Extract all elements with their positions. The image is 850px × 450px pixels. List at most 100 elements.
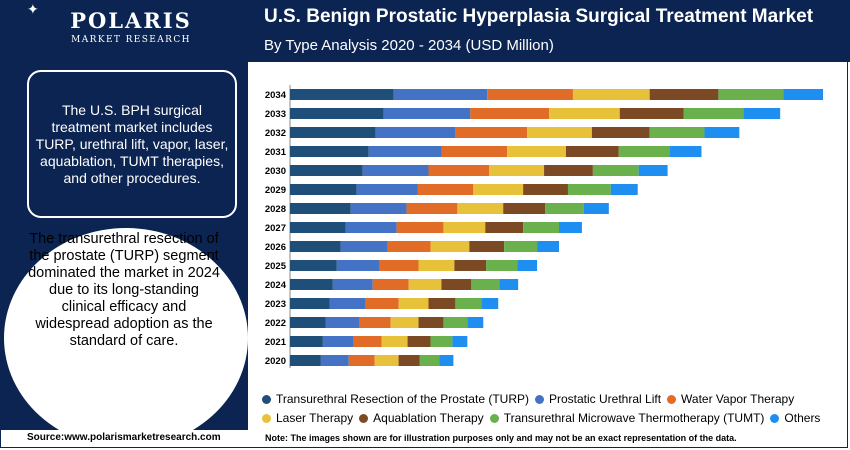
bar-segment [455, 127, 528, 138]
bar-segment [419, 355, 440, 366]
legend-swatch [262, 395, 271, 404]
bar-segment [375, 127, 456, 138]
bar-segment [457, 203, 504, 214]
y-tick-label: 2020 [265, 356, 286, 367]
summary-text: The U.S. BPH surgical treatment market i… [35, 101, 229, 186]
bar-segment [336, 260, 380, 271]
legend-swatch [667, 395, 677, 404]
y-tick-label: 2022 [265, 318, 286, 329]
bar-segment [290, 317, 326, 328]
bar-segment [441, 279, 472, 290]
bar-segment [649, 89, 719, 100]
y-tick-label: 2033 [265, 109, 286, 120]
bar-segment [583, 203, 609, 214]
chart-title: U.S. Benign Prostatic Hyperplasia Surgic… [264, 6, 814, 27]
bar-segment [365, 298, 399, 309]
legend-item: Transurethral Microwave Thermotherapy (T… [489, 409, 764, 428]
bar-segment [406, 203, 458, 214]
bar-segment [398, 355, 420, 366]
legend-swatch [262, 414, 271, 423]
legend-item: Water Vapor Therapy [667, 390, 794, 409]
bar-segment [407, 336, 431, 347]
bar-segment [485, 222, 524, 233]
bar-segment [398, 298, 429, 309]
y-tick-label: 2031 [265, 147, 287, 158]
bar-segment [619, 108, 684, 119]
legend-item: Aquablation Therapy [359, 409, 484, 428]
bar-segment [683, 108, 744, 119]
bar-segment [567, 184, 611, 195]
bar-segment [441, 146, 508, 157]
bar-segment [454, 260, 487, 271]
bar-segment [350, 203, 407, 214]
bar-segment [332, 279, 373, 290]
polaris-logo: POLARIS MARKET RESEARCH [66, 8, 196, 45]
bar-segment [487, 89, 573, 100]
bar-segment [618, 146, 670, 157]
bar-segment [359, 317, 391, 328]
bar-segment [610, 184, 638, 195]
y-tick-label: 2025 [265, 261, 287, 272]
bar-segment [565, 146, 619, 157]
y-tick-label: 2023 [265, 299, 286, 310]
bar-segment [523, 184, 568, 195]
highlight-text: The transurethral resection of the prost… [28, 231, 220, 349]
bar-segment [443, 317, 468, 328]
bar-segment [523, 222, 559, 233]
bar-segment [549, 108, 620, 119]
bar-segment [396, 222, 444, 233]
bar-segment [362, 165, 429, 176]
legend-swatch [489, 414, 499, 423]
bar-segment [439, 355, 454, 366]
bar-segment [783, 89, 824, 100]
y-tick-label: 2027 [265, 223, 286, 234]
y-tick-label: 2030 [265, 166, 286, 177]
bar-segment [290, 184, 357, 195]
bar-segment [290, 165, 363, 176]
y-tick-label: 2028 [265, 204, 286, 215]
bar-segment [353, 336, 382, 347]
bar-segment [638, 165, 668, 176]
y-tick-label: 2029 [265, 185, 286, 196]
bar-segment [481, 298, 499, 309]
bar-segment [527, 127, 592, 138]
bar-segment [591, 127, 650, 138]
bar-segment [374, 355, 399, 366]
bar-segment [290, 222, 346, 233]
legend-item: Prostatic Urethral Lift [534, 390, 662, 409]
bar-segment [743, 108, 781, 119]
legend-label: Prostatic Urethral Lift [548, 392, 662, 406]
legend-swatch [534, 395, 544, 404]
y-tick-label: 2034 [265, 90, 287, 101]
bar-segment [544, 165, 593, 176]
bar-segment [455, 298, 482, 309]
bar-segment [408, 279, 442, 290]
bar-segment [290, 89, 394, 100]
y-tick-label: 2021 [265, 337, 287, 348]
bar-segment [473, 184, 524, 195]
bar-segment [517, 260, 538, 271]
bar-segment [430, 336, 453, 347]
bar-segment [379, 260, 419, 271]
bar-segment [290, 108, 384, 119]
bar-segment [418, 260, 455, 271]
legend-label: Others [784, 411, 821, 425]
bar-segment [471, 279, 500, 290]
bar-segment [340, 241, 388, 252]
bar-segment [325, 317, 360, 328]
bar-segment [322, 336, 354, 347]
bar-segment [290, 279, 333, 290]
bar-segment [718, 89, 784, 100]
chart-legend: Transurethral Resection of the Prostate … [262, 390, 842, 428]
legend-label: Aquablation Therapy [373, 411, 484, 425]
bar-segment [368, 146, 442, 157]
bar-segment [467, 317, 484, 328]
bar-segment [372, 279, 409, 290]
disclaimer-note: Note: The images shown are for illustrat… [265, 433, 737, 443]
bar-segment [290, 146, 369, 157]
bar-segment [649, 127, 705, 138]
bar-segment [507, 146, 566, 157]
legend-item: Laser Therapy [262, 409, 353, 428]
